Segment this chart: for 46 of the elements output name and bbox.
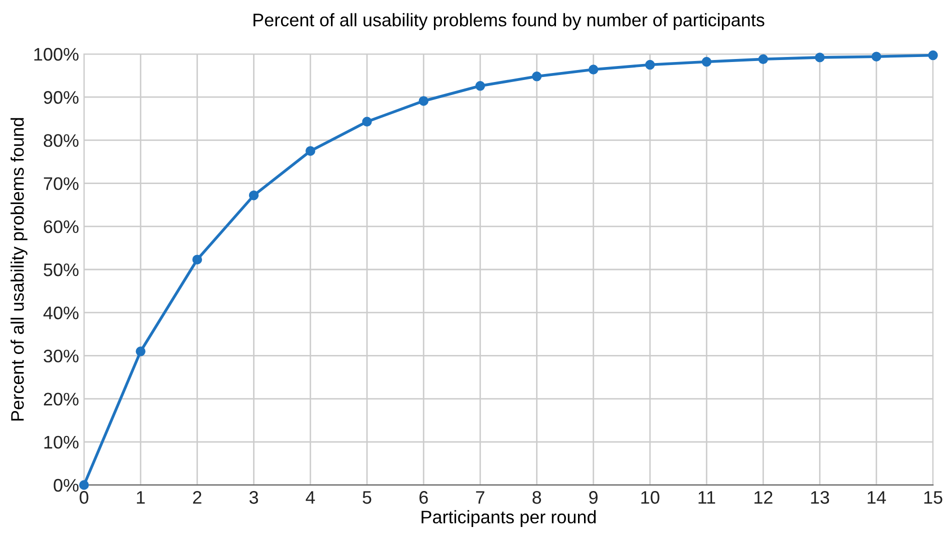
x-tick-label: 7 xyxy=(476,491,484,504)
y-tick-label: 0% xyxy=(54,478,78,492)
point xyxy=(758,54,768,64)
x-axis-title: Participants per round xyxy=(422,510,596,527)
point xyxy=(475,81,486,91)
point xyxy=(248,190,259,200)
y-tick-label: 40% xyxy=(43,306,78,320)
x-tick-label: 6 xyxy=(419,491,428,504)
chart-title: Percent of all usability problems found by number of participants xyxy=(254,13,764,30)
x-tick-label: 3 xyxy=(249,491,258,504)
x-tick-label: 4 xyxy=(306,491,315,504)
y-axis-title: Percent of all usability problems found xyxy=(10,118,28,421)
y-tick-label: 10% xyxy=(44,436,78,449)
x-tick-label: 14 xyxy=(868,491,886,504)
x-tick-label: 2 xyxy=(193,491,202,504)
y-tick-label: 70% xyxy=(44,177,78,190)
x-tick-label: 8 xyxy=(532,491,542,504)
point xyxy=(79,480,89,490)
x-tick-label: 11 xyxy=(698,491,716,504)
x-tick-label: 1 xyxy=(136,491,145,504)
point xyxy=(362,116,372,127)
y-tick-label: 90% xyxy=(44,91,78,104)
point xyxy=(136,346,146,356)
x-tick-label: 5 xyxy=(362,491,372,504)
x-tick-label: 13 xyxy=(811,491,830,504)
point xyxy=(872,52,882,62)
point xyxy=(306,146,316,156)
x-tick-label: 15 xyxy=(924,491,942,504)
y-tick-label: 30% xyxy=(44,350,78,362)
x-tick-label: 10 xyxy=(641,491,660,504)
y-tick-label: 80% xyxy=(44,134,78,147)
x-tick-label: 12 xyxy=(754,491,772,504)
point xyxy=(588,64,598,74)
point xyxy=(532,72,542,82)
x-tick-label: 0 xyxy=(80,491,88,504)
y-tick-label: 50% xyxy=(44,263,78,276)
point xyxy=(418,96,428,106)
y-tick-label: 20% xyxy=(44,392,78,406)
y-tick-label: 100% xyxy=(34,48,78,61)
point xyxy=(645,60,655,70)
x-tick-label: 9 xyxy=(589,491,598,504)
point xyxy=(702,56,712,67)
point xyxy=(192,254,202,264)
point xyxy=(928,50,938,60)
y-tick-label: 60% xyxy=(44,220,78,234)
point xyxy=(814,52,825,62)
